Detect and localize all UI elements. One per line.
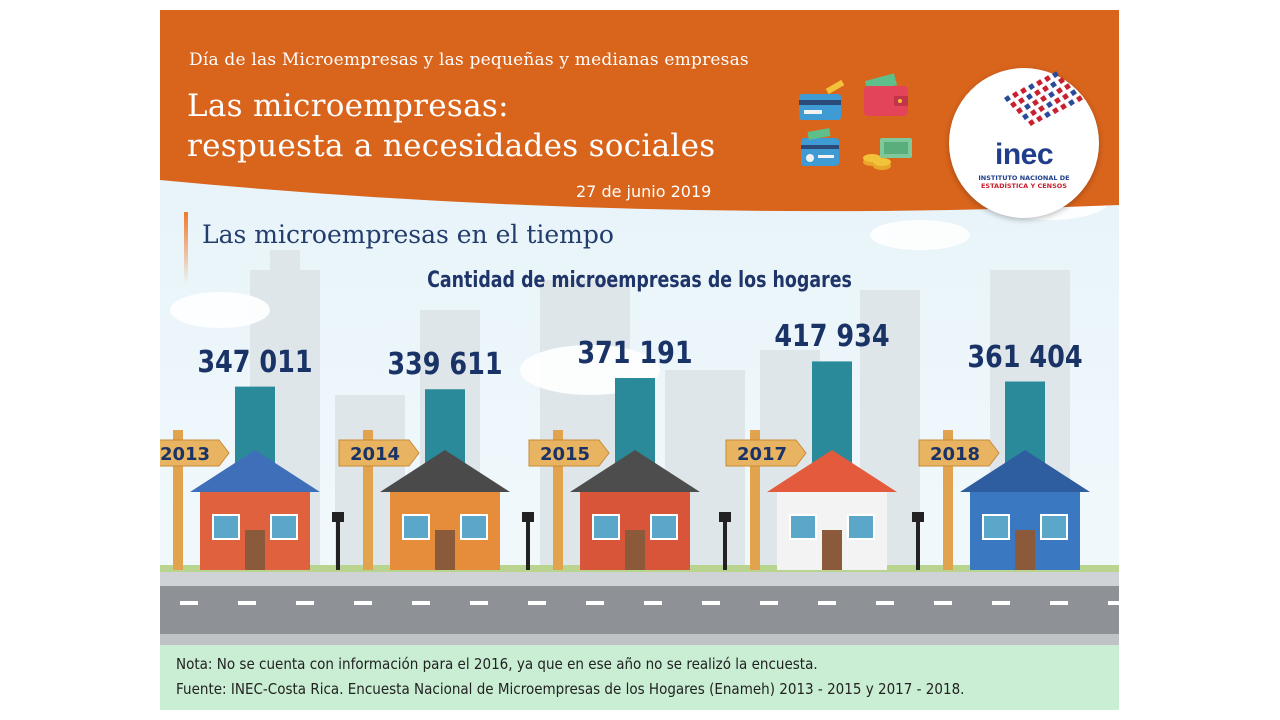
- header-subtitle: Día de las Microempresas y las pequeñas …: [189, 50, 749, 70]
- note-box: Nota: No se cuenta con información para …: [160, 645, 1119, 710]
- signpost-2018: 2018: [918, 430, 1000, 570]
- value-label-2014: 339 611: [387, 347, 503, 383]
- wallet-icon: [864, 73, 908, 116]
- house-2015: [570, 450, 700, 570]
- value-label-2015: 371 191: [577, 336, 693, 372]
- inec-logo-mark: [1004, 71, 1083, 127]
- id-card-icon: [801, 128, 839, 166]
- coins-icon: [863, 138, 912, 170]
- chart-title: Cantidad de microempresas de los hogares: [427, 268, 852, 293]
- inec-logo: inec INSTITUTO NACIONAL DE ESTADÍSTICA Y…: [949, 68, 1099, 218]
- house-2018: [960, 450, 1090, 570]
- inec-logo-wordmark: inec: [994, 138, 1054, 171]
- signpost-2015: 2015: [528, 430, 610, 570]
- header-date: 27 de junio 2019: [576, 182, 712, 201]
- category-label-2014: 2014: [350, 444, 400, 465]
- signpost-2013: 2013: [160, 430, 230, 570]
- house-2017: [767, 450, 897, 570]
- note-text: Nota: No se cuenta con información para …: [176, 655, 818, 673]
- inec-logo-line2: ESTADÍSTICA Y CENSOS: [980, 182, 1067, 190]
- credit-card-icon: [799, 79, 845, 120]
- value-label-2013: 347 011: [197, 344, 313, 380]
- lamp-post-icon: [719, 512, 731, 570]
- value-label-2018: 361 404: [967, 339, 1083, 375]
- category-label-2018: 2018: [930, 444, 980, 465]
- house-2014: [380, 450, 510, 570]
- category-label-2015: 2015: [540, 444, 590, 465]
- section-title: Las microempresas en el tiempo: [202, 220, 614, 249]
- signpost-2014: 2014: [338, 430, 420, 570]
- finance-icons: [799, 73, 912, 170]
- lamp-post-icon: [522, 512, 534, 570]
- value-label-2017: 417 934: [774, 319, 890, 355]
- category-label-2017: 2017: [737, 444, 787, 465]
- lamp-post-icon: [332, 512, 344, 570]
- category-label-2013: 2013: [160, 444, 210, 465]
- header-title-line1: Las microempresas:: [187, 88, 509, 124]
- header: Día de las Microempresas y las pequeñas …: [160, 10, 1119, 220]
- header-title-line2: respuesta a necesidades sociales: [187, 128, 716, 164]
- infographic: Día de las Microempresas y las pequeñas …: [160, 10, 1119, 710]
- source-text: Fuente: INEC-Costa Rica. Encuesta Nacion…: [176, 680, 965, 698]
- bar-chart: 2013 2014 2015 2017 2018: [160, 361, 1090, 570]
- signpost-2017: 2017: [725, 430, 807, 570]
- lamp-post-icon: [912, 512, 924, 570]
- house-2013: [190, 450, 320, 570]
- section-accent-bar: [184, 212, 188, 284]
- inec-logo-line1: INSTITUTO NACIONAL DE: [978, 174, 1070, 182]
